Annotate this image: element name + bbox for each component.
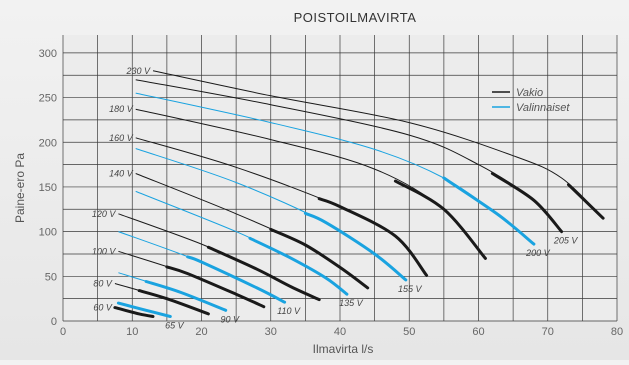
- curve-230v-operating-range: [567, 183, 605, 220]
- curve-label-180v: 180 V: [109, 104, 134, 114]
- x-tick-label: 60: [472, 326, 484, 338]
- curve-100v-operating-range: [165, 265, 266, 309]
- curve-160v-operating-range: [317, 197, 429, 277]
- curve-205v-operating-range: [490, 172, 564, 234]
- legend-label-vakio: Vakio: [516, 87, 543, 99]
- x-tick-label: 70: [542, 326, 554, 338]
- curve-200v-operating-range: [442, 176, 536, 246]
- curve-label-230v: 230 V: [125, 66, 151, 76]
- curve-label-135v: 135 V: [339, 298, 364, 308]
- curve-label-140v: 140 V: [109, 169, 134, 179]
- y-tick-label: 150: [39, 182, 57, 194]
- x-tick-label: 50: [403, 326, 415, 338]
- legend-label-valinnaiset: Valinnaiset: [516, 102, 570, 114]
- curve-180v-operating-range: [393, 179, 487, 260]
- y-tick-label: 200: [39, 137, 57, 149]
- x-tick-label: 20: [195, 326, 207, 338]
- chart-title: POISTOILMAVIRTA: [294, 10, 417, 25]
- curve-110v-operating-range: [186, 255, 287, 304]
- x-tick-label: 80: [611, 326, 623, 338]
- curve-155v-operating-range: [303, 211, 408, 282]
- curve-label-100v: 100 V: [92, 246, 117, 256]
- curve-label-65v: 65 V: [165, 321, 185, 331]
- x-tick-label: 40: [334, 326, 346, 338]
- x-axis-title: Ilmavirta l/s: [313, 342, 374, 356]
- y-tick-label: 300: [39, 48, 57, 60]
- y-tick-label: 100: [39, 227, 57, 239]
- y-tick-label: 0: [51, 316, 57, 328]
- curve-label-155v: 155 V: [398, 284, 423, 294]
- curve-label-80v: 80 V: [93, 278, 113, 288]
- curve-65v-operating-range: [116, 301, 172, 318]
- curve-135v-operating-range: [248, 236, 349, 296]
- curve-label-160v: 160 V: [109, 133, 134, 143]
- curve-120v-operating-range: [206, 245, 321, 302]
- curve-label-60v: 60 V: [93, 303, 113, 313]
- curve-label-200v: 200 V: [525, 248, 551, 258]
- curve-230v: [152, 70, 604, 219]
- x-tick-label: 0: [60, 326, 66, 338]
- y-tick-label: 50: [45, 271, 57, 283]
- x-tick-label: 10: [126, 326, 138, 338]
- y-tick-label: 250: [39, 93, 57, 105]
- curve-label-90v: 90 V: [220, 314, 240, 324]
- curve-90v-operating-range: [144, 280, 228, 312]
- x-tick-label: 30: [265, 326, 277, 338]
- y-axis-title: Paine-ero Pa: [13, 153, 27, 223]
- curve-80v-operating-range: [137, 289, 210, 316]
- curve-label-205v: 205 V: [553, 236, 579, 246]
- curve-140v-operating-range: [269, 227, 370, 290]
- curve-label-120v: 120 V: [92, 209, 117, 219]
- curve-label-110v: 110 V: [277, 306, 301, 316]
- curve-60v-operating-range: [113, 306, 155, 318]
